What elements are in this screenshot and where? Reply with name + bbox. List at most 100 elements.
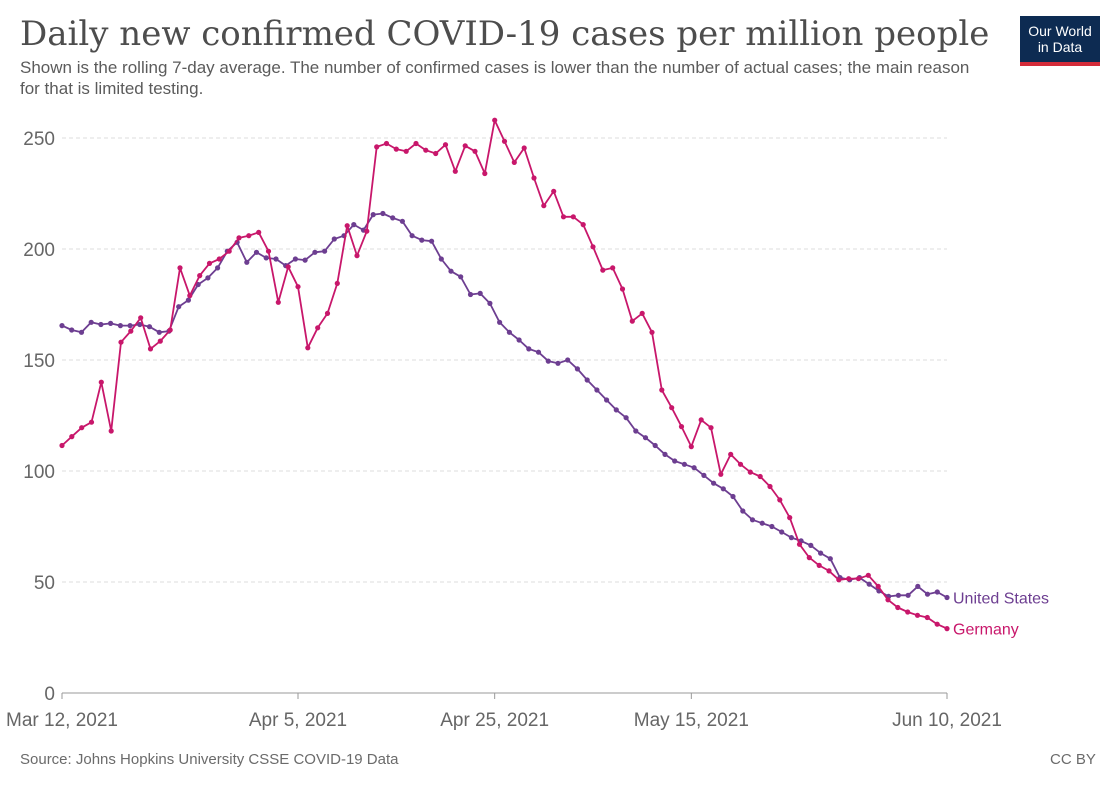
data-point [600, 267, 606, 273]
license-link[interactable]: CC BY [1050, 751, 1096, 768]
data-point [438, 256, 444, 262]
data-point [934, 621, 940, 627]
data-point [506, 329, 512, 335]
data-point [866, 581, 872, 587]
data-point [915, 583, 921, 590]
data-point [273, 256, 279, 262]
source-note[interactable]: Source: Johns Hopkins University CSSE CO… [20, 751, 399, 768]
x-tick-label: Apr 25, 2021 [440, 710, 549, 731]
data-point [403, 148, 409, 154]
data-point [816, 562, 822, 569]
data-point [370, 212, 376, 218]
data-point [69, 327, 75, 333]
data-point [747, 469, 753, 475]
data-point [545, 358, 551, 364]
data-point [855, 576, 862, 582]
data-point [324, 310, 331, 316]
data-point [138, 315, 144, 321]
data-point [88, 319, 94, 325]
data-point [806, 555, 812, 561]
chart-title: Daily new confirmed COVID-19 cases per m… [20, 14, 990, 54]
data-point [399, 218, 405, 224]
data-point [215, 265, 221, 271]
data-point [78, 329, 85, 335]
data-point [511, 159, 517, 165]
data-point [167, 327, 173, 333]
data-point [531, 175, 537, 181]
data-point [59, 323, 65, 329]
data-point [334, 280, 340, 286]
data-point [216, 256, 222, 262]
data-point [265, 248, 272, 254]
data-point [642, 435, 649, 441]
x-tick-label: Mar 12, 2021 [6, 710, 118, 731]
data-point [711, 480, 717, 486]
data-point [521, 145, 527, 151]
data-point [720, 486, 726, 492]
data-point [364, 228, 370, 234]
data-point [610, 265, 616, 271]
data-point [836, 577, 842, 583]
data-point [669, 405, 675, 411]
data-point [708, 425, 714, 431]
data-point [574, 366, 581, 372]
data-point [944, 626, 950, 632]
data-point [59, 442, 65, 449]
data-point [662, 451, 668, 457]
data-point [555, 360, 561, 366]
data-point [590, 244, 596, 250]
data-point [246, 233, 252, 239]
y-tick-label: 150 [23, 351, 55, 372]
data-point [895, 592, 902, 598]
data-point [565, 357, 571, 363]
data-point [701, 472, 707, 478]
data-point [808, 542, 814, 549]
data-point [623, 415, 629, 421]
y-tick-label: 250 [23, 129, 55, 150]
our-world-in-data-logo[interactable]: Our World in Data [1020, 16, 1100, 66]
y-tick-label: 100 [23, 462, 55, 483]
data-point [718, 471, 724, 477]
data-point [678, 424, 685, 430]
y-tick-label: 0 [44, 684, 55, 705]
data-point [580, 222, 586, 228]
data-point [344, 223, 350, 229]
data-point [467, 291, 474, 298]
data-point [826, 568, 832, 574]
data-point [551, 188, 557, 194]
data-point [944, 594, 950, 601]
data-point [652, 442, 658, 449]
data-point [315, 325, 321, 331]
data-point [383, 140, 390, 147]
data-point [659, 387, 665, 393]
data-point [769, 523, 775, 530]
chart-subtitle: Shown is the rolling 7-day average. The … [20, 58, 970, 98]
data-point [924, 591, 931, 597]
data-point [452, 168, 458, 174]
data-point [433, 150, 439, 157]
data-point [516, 337, 522, 343]
data-point [777, 497, 783, 503]
data-point [688, 444, 694, 450]
data-point [526, 346, 532, 352]
data-point [497, 319, 503, 325]
data-point [79, 425, 85, 431]
data-point [865, 572, 871, 578]
data-point [796, 541, 803, 547]
data-point [604, 397, 610, 403]
data-point [757, 473, 763, 480]
data-point [672, 458, 678, 464]
data-point [535, 349, 542, 355]
data-point [177, 265, 183, 271]
data-point [256, 229, 262, 235]
data-point [448, 268, 454, 274]
x-tick-label: Apr 5, 2021 [249, 710, 347, 731]
data-point [419, 237, 425, 243]
data-point [779, 529, 785, 535]
data-point [691, 465, 697, 471]
data-point [570, 214, 576, 220]
data-point [226, 248, 232, 254]
data-point [354, 253, 360, 259]
data-point [374, 144, 380, 150]
